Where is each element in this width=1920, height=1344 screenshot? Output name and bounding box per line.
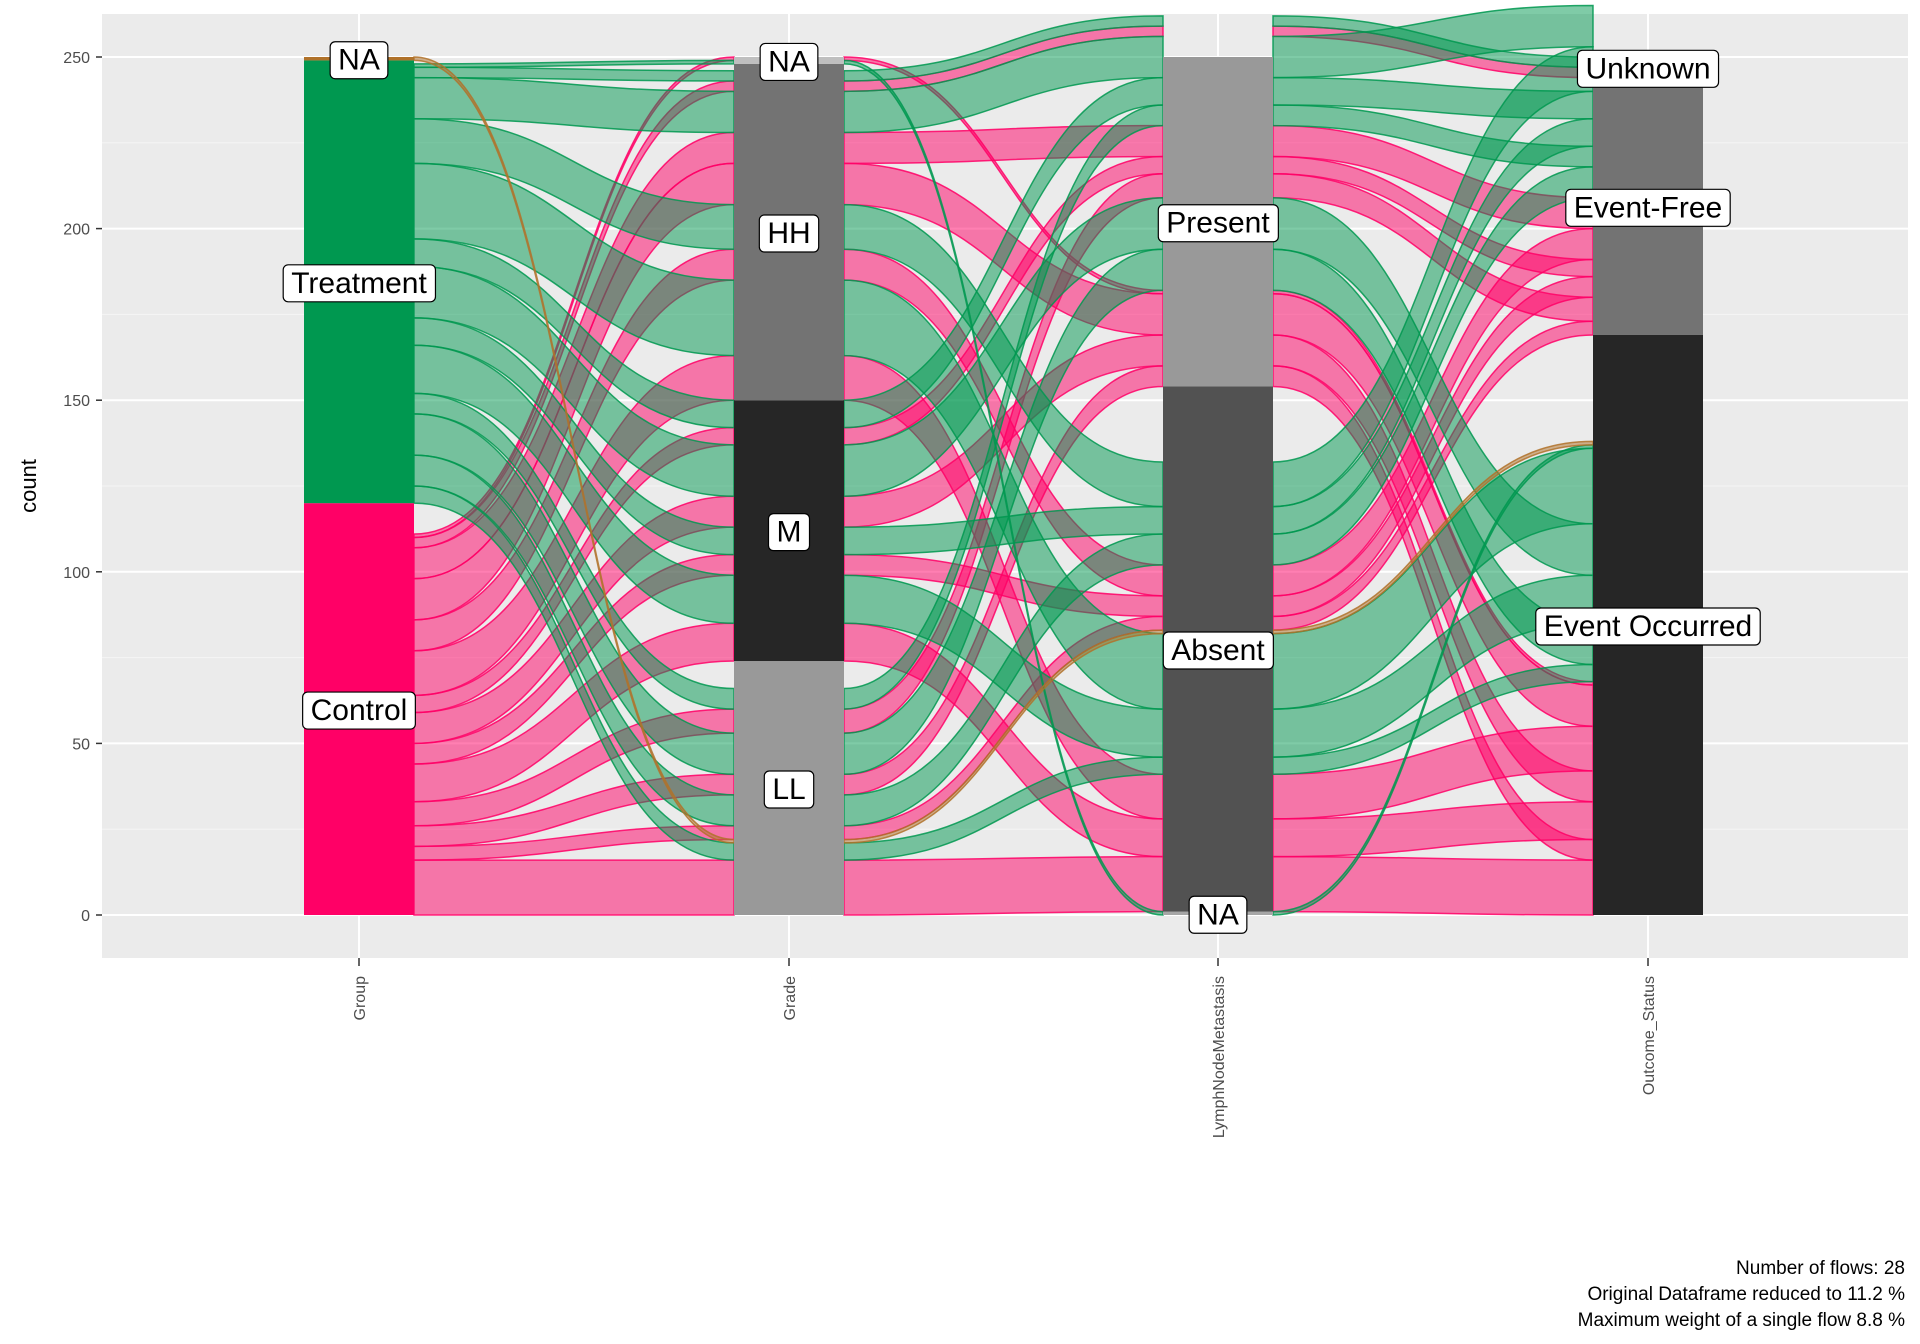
y-tick-label: 0 [81,908,90,925]
y-tick-label: 250 [63,50,90,67]
label-box [759,42,819,82]
label-box [1157,204,1279,243]
x-tick-label-group: Group [352,976,369,1021]
caption-line: Original Dataframe reduced to 11.2 % [1587,1284,1905,1305]
stratum-label-group-control: Control [302,691,416,730]
flow-ribbon [413,859,735,916]
label-text: NA [338,44,380,77]
label-text: Present [1166,207,1270,240]
y-tick-label: 200 [63,222,90,239]
label-text: HH [767,217,810,250]
label-text: M [777,516,802,549]
label-box [329,41,389,80]
label-box [1535,607,1761,646]
label-text: NA [768,45,810,78]
label-text: Event Occurred [1544,610,1752,643]
label-box [1565,188,1731,227]
x-tick-label-lymphnodemetastasis: LymphNodeMetastasis [1211,976,1228,1138]
caption: Number of flows: 28 Original Dataframe re… [1578,1258,1905,1331]
stratum-label-outcome-status-event-free: Event-Free [1565,188,1731,227]
label-text: NA [1197,898,1239,931]
stratum-label-outcome-status-unknown: Unknown [1576,49,1720,88]
y-tick-label: 100 [63,565,90,582]
caption-line: Number of flows: 28 [1736,1258,1905,1279]
stratum-label-grade-hh: HH [758,214,820,253]
caption-line: Maximum weight of a single flow 8.8 % [1578,1310,1905,1331]
label-box [302,691,416,730]
stratum-label-group-treatment: Treatment [282,264,437,303]
stratum-label-lymphnodemetastasis-absent: Absent [1162,631,1274,670]
label-text: Control [311,694,408,727]
x-tick-label-outcome-status: Outcome_Status [1641,976,1658,1095]
x-tick-label-grade: Grade [782,976,799,1021]
stratum-label-lymphnodemetastasis-na: NA [1188,895,1248,934]
stratum-label-outcome-status-event-occurred: Event Occurred [1535,607,1761,646]
label-box [767,513,811,552]
stratum-label-grade-ll: LL [763,770,815,809]
label-text: Absent [1171,634,1265,667]
stratum-labels: Control Treatment NA LL M HH NA NA Absent Present… [282,41,1761,934]
label-text: Unknown [1585,52,1710,85]
label-box [1162,631,1274,670]
label-box [282,264,437,303]
stratum-label-group-na: NA [329,41,389,80]
label-text: Event-Free [1574,191,1722,224]
y-axis-title: count [16,459,41,513]
label-text: Treatment [291,267,427,300]
label-text: LL [772,773,805,806]
flow-ribbon [1272,855,1594,916]
stratum-label-lymphnodemetastasis-present: Present [1157,204,1279,243]
y-tick-label: 150 [63,393,90,410]
flow-ribbons [413,4,1594,916]
stratum-label-grade-na: NA [759,42,819,82]
label-box [758,214,820,253]
label-box [763,770,815,809]
label-box [1576,49,1720,88]
x-axis: Group Grade LymphNodeMetastasis Outcome_Sta… [352,958,1658,1138]
stratum-label-grade-m: M [767,513,811,552]
flow-ribbon [843,15,1164,82]
y-tick-label: 50 [72,736,90,753]
y-axis: 0 50 100 150 200 250 [63,50,102,925]
label-box [1188,895,1248,934]
